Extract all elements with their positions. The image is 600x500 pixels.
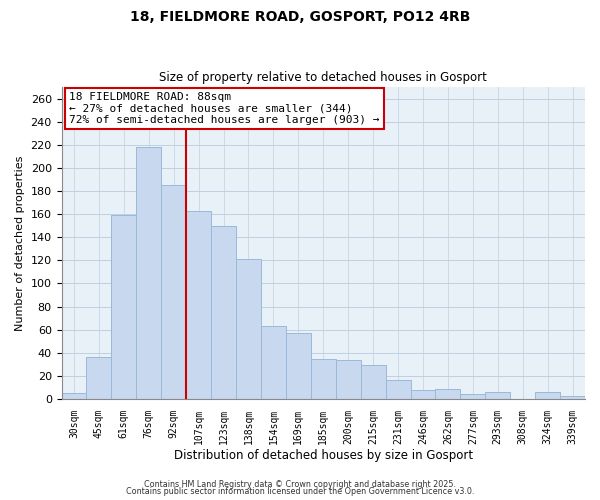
Bar bbox=[311, 358, 336, 399]
Bar bbox=[336, 360, 361, 399]
Bar bbox=[236, 259, 261, 399]
Bar bbox=[112, 216, 136, 399]
Bar bbox=[286, 333, 311, 399]
Bar bbox=[436, 388, 460, 399]
Bar bbox=[485, 392, 510, 399]
Bar bbox=[211, 226, 236, 399]
Bar bbox=[161, 186, 186, 399]
Bar bbox=[410, 390, 436, 399]
Text: Contains HM Land Registry data © Crown copyright and database right 2025.: Contains HM Land Registry data © Crown c… bbox=[144, 480, 456, 489]
Y-axis label: Number of detached properties: Number of detached properties bbox=[15, 156, 25, 330]
Bar bbox=[261, 326, 286, 399]
Bar bbox=[136, 147, 161, 399]
Bar bbox=[86, 358, 112, 399]
Bar bbox=[62, 393, 86, 399]
Bar bbox=[386, 380, 410, 399]
Bar bbox=[560, 396, 585, 399]
Text: 18 FIELDMORE ROAD: 88sqm
← 27% of detached houses are smaller (344)
72% of semi-: 18 FIELDMORE ROAD: 88sqm ← 27% of detach… bbox=[70, 92, 380, 125]
Bar bbox=[460, 394, 485, 399]
Text: Contains public sector information licensed under the Open Government Licence v3: Contains public sector information licen… bbox=[126, 488, 474, 496]
X-axis label: Distribution of detached houses by size in Gosport: Distribution of detached houses by size … bbox=[174, 450, 473, 462]
Bar bbox=[361, 366, 386, 399]
Title: Size of property relative to detached houses in Gosport: Size of property relative to detached ho… bbox=[160, 72, 487, 85]
Text: 18, FIELDMORE ROAD, GOSPORT, PO12 4RB: 18, FIELDMORE ROAD, GOSPORT, PO12 4RB bbox=[130, 10, 470, 24]
Bar bbox=[186, 210, 211, 399]
Bar bbox=[535, 392, 560, 399]
